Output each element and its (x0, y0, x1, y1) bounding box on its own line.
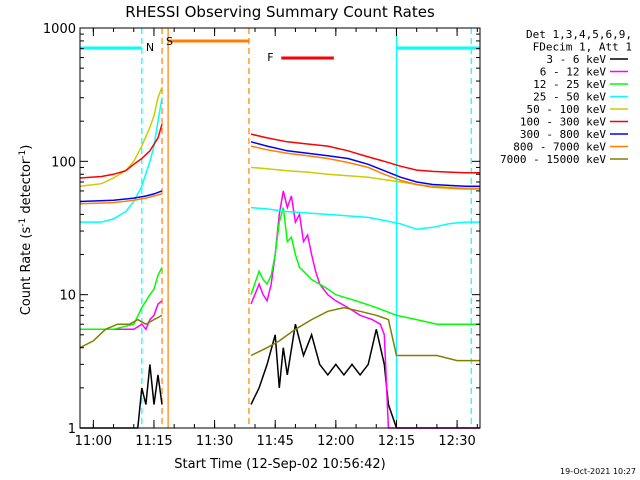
plot-frame (79, 27, 481, 429)
series-line-300_800keV-0 (79, 190, 163, 203)
flag-label-N: N (146, 41, 154, 54)
legend-entry-label: 12 - 25 keV (533, 78, 606, 91)
series-line-12_25keV-0 (80, 267, 163, 331)
series-line-800_7000keV-1 (250, 145, 480, 190)
series-line-7000_15000keV-0 (79, 314, 163, 349)
series-line-50_100keV-1 (250, 166, 480, 189)
data-series (79, 86, 480, 429)
series-line-100_300keV-0 (79, 123, 163, 179)
flag-bars: N S F (80, 35, 480, 64)
x-tick-label: 12:15 (378, 434, 415, 449)
legend-entry-label: 100 - 300 keV (520, 116, 606, 129)
y-axis-label: Count Rate (s-1 detector-1) (18, 145, 34, 316)
legend-entry-label: 800 - 7000 keV (513, 141, 606, 154)
x-tick-label: 12:30 (438, 434, 475, 449)
x-tick-label: 11:30 (196, 434, 233, 449)
series-line-7000_15000keV-1 (250, 306, 480, 362)
series-line-300_800keV-1 (250, 141, 480, 188)
axes: 1 10 100 1000 11:00 11:15 11:30 11:45 12:00 12:15… (43, 22, 481, 449)
footer-date: 19-Oct-2021 10:27 (560, 467, 636, 476)
series-line-6_12keV-1 (250, 190, 480, 429)
series-line-12_25keV-1 (250, 207, 480, 325)
series-line-800_7000keV-0 (79, 193, 163, 205)
chart-title: RHESSI Observing Summary Count Rates (125, 3, 435, 21)
legend-entry-label: 50 - 100 keV (527, 103, 607, 116)
y-tick-label: 100 (51, 155, 76, 170)
series-line-25_50keV-1 (250, 206, 480, 230)
svg-text:Count Rate (s-1 detector-1): Count Rate (s-1 detector-1) (18, 145, 34, 316)
series-line-3_6keV-0 (80, 364, 163, 429)
legend: Det 1,3,4,5,6,9,FDecim 1, Att 13 - 6 keV… (500, 28, 632, 166)
x-tick-label: 11:45 (256, 434, 293, 449)
legend-entry-label: 3 - 6 keV (546, 53, 606, 66)
legend-header-1: FDecim 1, Att 1 (533, 41, 632, 54)
flag-label-F: F (267, 51, 273, 64)
flag-label-S: S (166, 35, 173, 48)
x-tick-label: 11:00 (75, 434, 112, 449)
y-tick-label: 1000 (43, 22, 76, 37)
series-line-6_12keV-0 (80, 300, 163, 331)
series-line-50_100keV-0 (79, 86, 163, 188)
y-tick-label: 10 (59, 289, 76, 304)
series-line-100_300keV-1 (250, 133, 480, 174)
legend-entry-label: 7000 - 15000 keV (500, 153, 606, 166)
x-tick-label: 12:00 (317, 434, 354, 449)
legend-entry-label: 300 - 800 keV (520, 128, 606, 141)
legend-entry-label: 25 - 50 keV (533, 91, 606, 104)
legend-entry-label: 6 - 12 keV (540, 66, 607, 79)
series-line-3_6keV-1 (250, 324, 480, 429)
series-line-25_50keV-0 (80, 97, 163, 223)
x-axis-label: Start Time (12-Sep-02 10:56:42) (174, 457, 385, 472)
x-tick-label: 11:15 (135, 434, 172, 449)
legend-header-0: Det 1,3,4,5,6,9, (526, 28, 632, 41)
y-tick-label: 1 (68, 422, 76, 437)
